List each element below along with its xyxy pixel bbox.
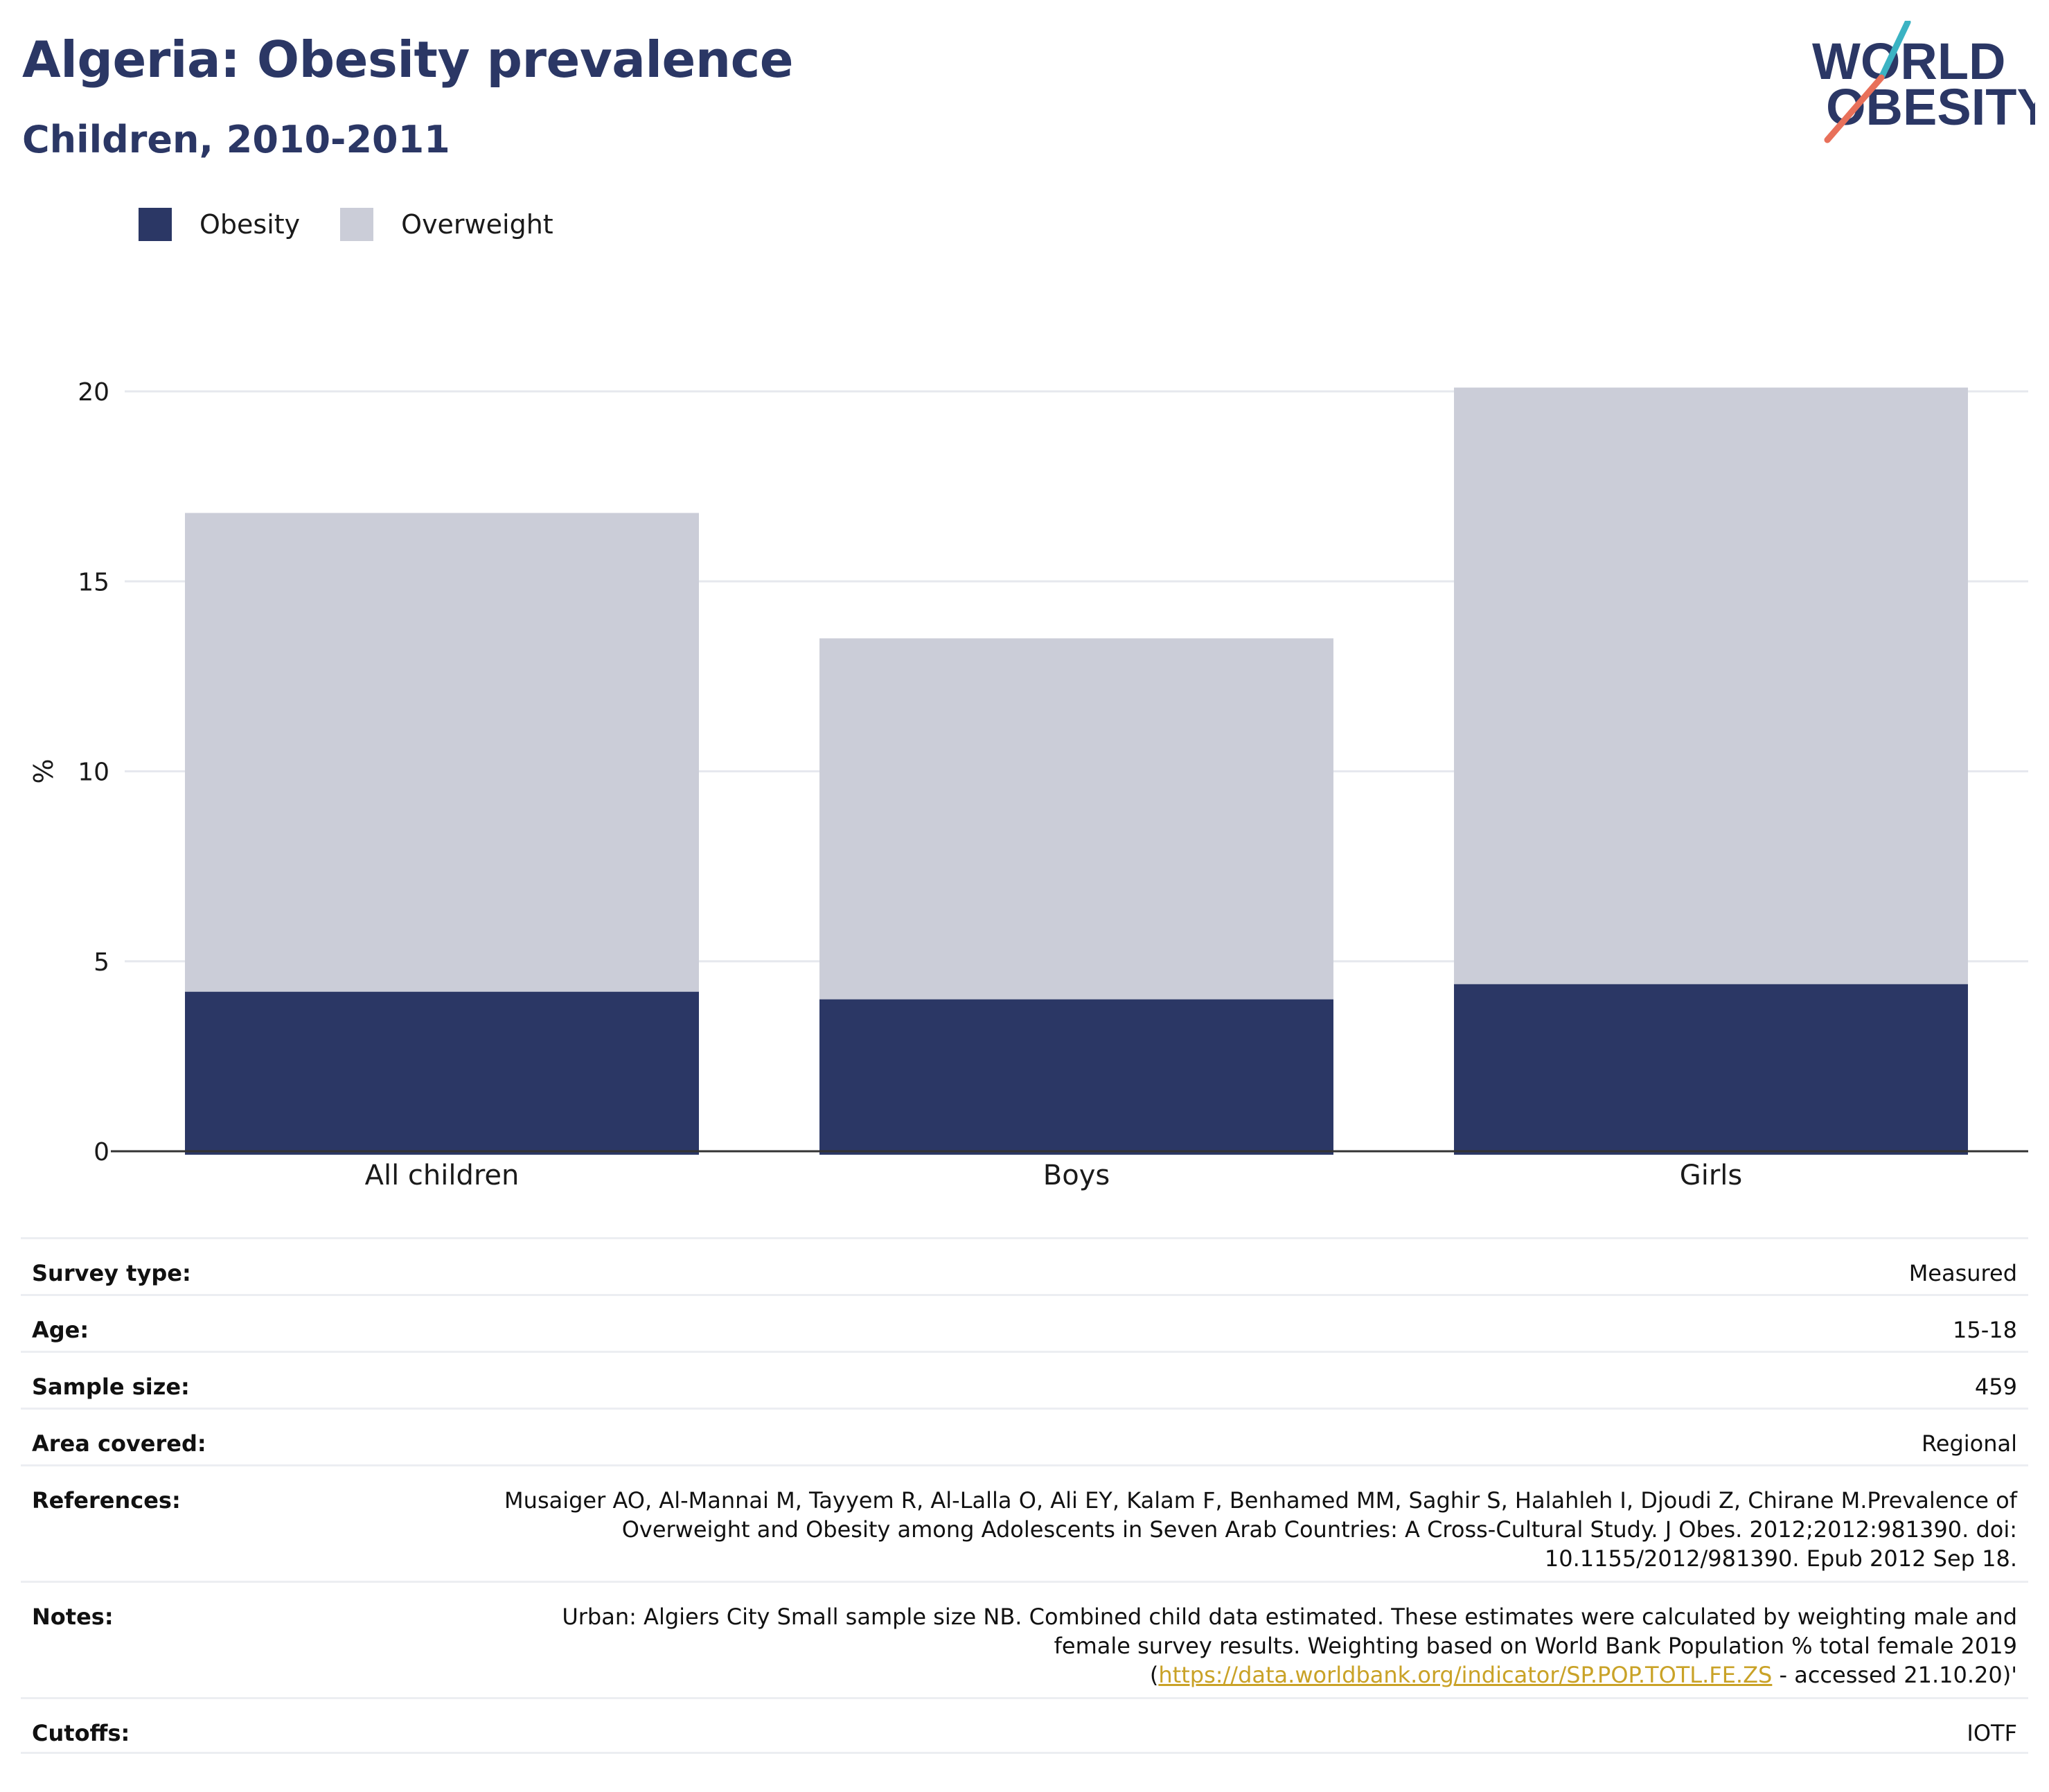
legend-item-obesity[interactable]: Obesity (139, 208, 300, 241)
bar-overweight-girls (1454, 387, 1968, 984)
y-tick-label: 15 (78, 568, 109, 596)
bar-obesity-girls (1454, 984, 1968, 1155)
info-row-survey-type: Survey type: Measured (21, 1237, 2028, 1294)
info-value-text-after: - accessed 21.10.20)' (1772, 1662, 2018, 1688)
y-tick-label: 0 (94, 1138, 109, 1166)
info-row-area-covered: Area covered: Regional (21, 1408, 2028, 1464)
info-label: Cutoffs: (32, 1720, 130, 1746)
chart-subtitle: Children, 2010-2011 (22, 118, 450, 161)
info-value: 15-18 (1953, 1315, 2017, 1345)
x-tick-label: All children (365, 1160, 520, 1191)
info-row-notes: Notes: Urban: Algiers City Small sample s… (21, 1581, 2028, 1697)
logo-slash-coral (1824, 74, 1885, 143)
bar-obesity-boys (819, 999, 1333, 1155)
info-value-text: 15-18 (1953, 1317, 2017, 1343)
world-obesity-logo: WORLD OBESITY (1812, 21, 2035, 143)
info-label: Area covered: (32, 1430, 206, 1457)
info-value: 459 (1975, 1372, 2017, 1401)
info-value: Urban: Algiers City Small sample size NB… (493, 1602, 2017, 1689)
info-label: Survey type: (32, 1260, 191, 1286)
y-tick-label: 5 (94, 948, 109, 977)
info-value: IOTF (1967, 1719, 2017, 1748)
info-row-sample-size: Sample size: 459 (21, 1351, 2028, 1408)
source-link[interactable]: https://data.worldbank.org/indicator/SP.… (1158, 1662, 1773, 1688)
info-label: Sample size: (32, 1374, 190, 1400)
info-value-text: Regional (1921, 1430, 2017, 1457)
info-label: References: (32, 1487, 181, 1514)
info-value-text: Urban: Algiers City Small sample size NB… (562, 1604, 2017, 1688)
stacked-bar-chart: 0 5 10 15 20% All children Boys Girls (28, 378, 2028, 1191)
info-label: Notes: (32, 1604, 114, 1630)
legend-item-overweight[interactable]: Overweight (340, 208, 553, 241)
logo-line2: OBESITY (1826, 78, 2035, 136)
survey-info-table: Survey type: Measured Age: 15-18 Sample size… (21, 1237, 2028, 1754)
info-value-text: Measured (1908, 1260, 2017, 1286)
info-value-text: Musaiger AO, Al-Mannai M, Tayyem R, Al-L… (504, 1487, 2017, 1572)
y-axis-title: % (28, 759, 59, 783)
y-tick-label: 10 (78, 759, 109, 787)
info-value: Measured (1909, 1259, 2017, 1288)
logo-slash-teal (1878, 21, 1911, 81)
legend-label-overweight: Overweight (401, 209, 553, 240)
chart-legend: Obesity Overweight (139, 205, 594, 244)
info-value-text: 459 (1974, 1374, 2017, 1400)
info-row-cutoffs: Cutoffs: IOTF (21, 1697, 2028, 1754)
y-tick-label: 20 (78, 378, 109, 407)
bar-overweight-boys (819, 638, 1333, 1000)
info-value-text: IOTF (1967, 1720, 2017, 1746)
legend-label-obesity: Obesity (199, 209, 301, 240)
info-row-references: References: Musaiger AO, Al-Mannai M, Tay… (21, 1464, 2028, 1581)
legend-swatch-obesity (139, 208, 172, 241)
logo-line1: WORLD (1812, 33, 2006, 90)
x-tick-label: Girls (1680, 1160, 1743, 1191)
legend-swatch-overweight (340, 208, 374, 241)
chart-title: Algeria: Obesity prevalence (22, 30, 794, 89)
info-value: Regional (1922, 1429, 2017, 1458)
info-value: Musaiger AO, Al-Mannai M, Tayyem R, Al-L… (493, 1486, 2017, 1573)
x-tick-label: Boys (1043, 1160, 1110, 1191)
info-row-age: Age: 15-18 (21, 1294, 2028, 1351)
info-label: Age: (32, 1317, 89, 1343)
bar-overweight-all-children (185, 513, 699, 992)
bar-obesity-all-children (185, 991, 699, 1155)
